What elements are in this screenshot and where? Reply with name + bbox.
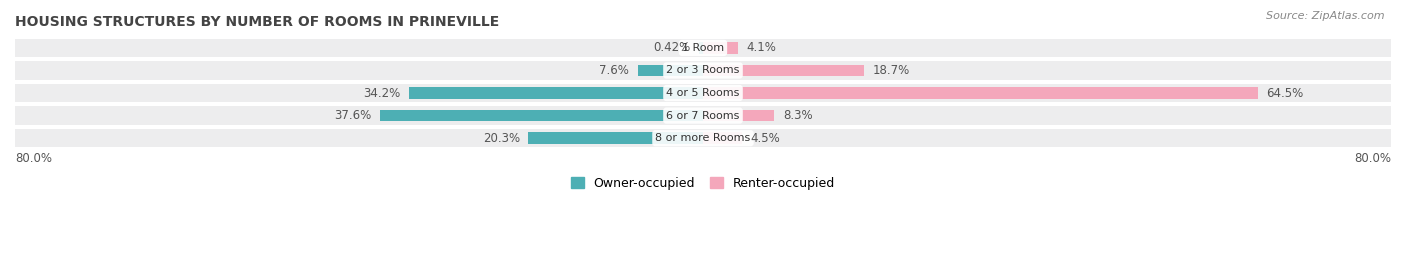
Bar — [638, 65, 703, 76]
Bar — [703, 110, 775, 122]
Bar — [703, 87, 1258, 99]
Text: 4.1%: 4.1% — [747, 41, 776, 54]
Text: 7.6%: 7.6% — [599, 64, 628, 77]
Text: 20.3%: 20.3% — [482, 132, 520, 145]
Bar — [15, 84, 1391, 102]
Text: HOUSING STRUCTURES BY NUMBER OF ROOMS IN PRINEVILLE: HOUSING STRUCTURES BY NUMBER OF ROOMS IN… — [15, 15, 499, 29]
Bar — [529, 132, 703, 144]
Text: 2 or 3 Rooms: 2 or 3 Rooms — [666, 65, 740, 76]
Bar — [703, 65, 863, 76]
Bar — [380, 110, 703, 122]
Text: 18.7%: 18.7% — [872, 64, 910, 77]
Bar — [15, 106, 1391, 125]
Text: 0.42%: 0.42% — [654, 41, 690, 54]
Legend: Owner-occupied, Renter-occupied: Owner-occupied, Renter-occupied — [567, 172, 839, 195]
Text: 80.0%: 80.0% — [1354, 152, 1391, 165]
Text: 4 or 5 Rooms: 4 or 5 Rooms — [666, 88, 740, 98]
Text: 37.6%: 37.6% — [333, 109, 371, 122]
Text: 34.2%: 34.2% — [363, 87, 401, 100]
Text: 80.0%: 80.0% — [15, 152, 52, 165]
Bar — [409, 87, 703, 99]
Text: 8.3%: 8.3% — [783, 109, 813, 122]
Text: Source: ZipAtlas.com: Source: ZipAtlas.com — [1267, 11, 1385, 21]
Text: 8 or more Rooms: 8 or more Rooms — [655, 133, 751, 143]
Text: 64.5%: 64.5% — [1267, 87, 1303, 100]
Text: 4.5%: 4.5% — [751, 132, 780, 145]
Bar — [15, 61, 1391, 80]
Bar — [699, 42, 703, 54]
Bar — [15, 39, 1391, 57]
Bar — [15, 129, 1391, 147]
Bar — [703, 42, 738, 54]
Text: 1 Room: 1 Room — [682, 43, 724, 53]
Text: 6 or 7 Rooms: 6 or 7 Rooms — [666, 111, 740, 121]
Bar — [703, 132, 742, 144]
